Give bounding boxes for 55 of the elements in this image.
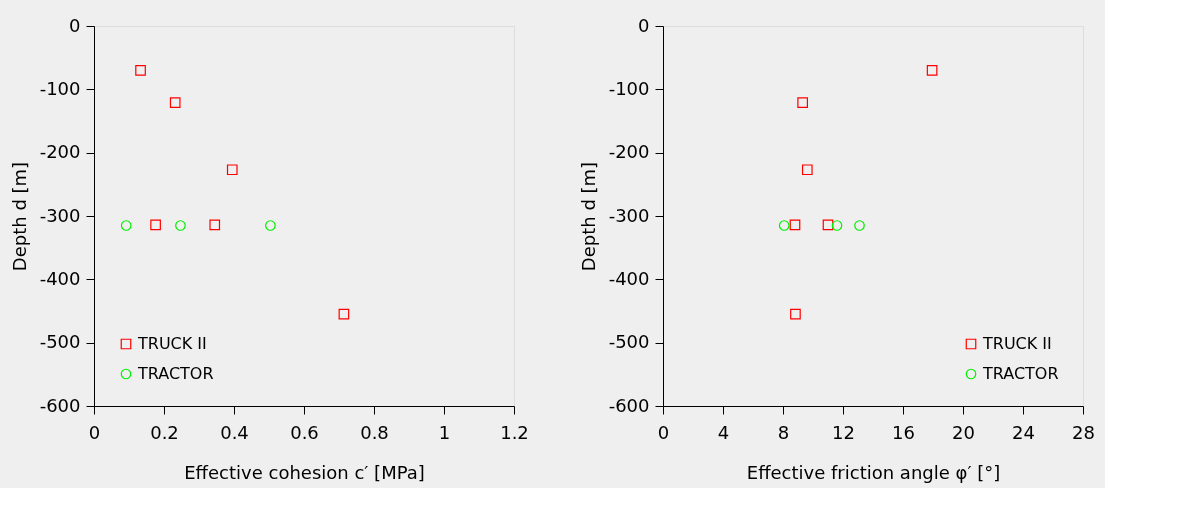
x-tick-label: 0.8 [360,421,389,443]
legend-label: TRACTOR [982,364,1059,383]
x-tick-label: 12 [832,421,855,443]
x-tick-label: 0.4 [220,421,249,443]
y-tick-label: 0 [638,14,650,36]
point [150,219,161,231]
point [789,219,801,231]
point [822,219,834,231]
y-tick-label: 0 [69,14,81,36]
x-axis-title: Effective cohesion c′ [MPa] [184,461,425,483]
y-tick-label: -600 [39,394,81,416]
point [338,308,350,320]
point [135,64,146,76]
point [854,220,865,231]
x-tick-label: 24 [1012,421,1035,443]
x-tick-label: 0 [88,421,101,443]
point [926,64,938,76]
x-tick-label: 8 [777,421,790,443]
x-tick-label: 0.6 [290,421,319,443]
point [797,97,808,108]
x-tick-label: 4 [717,421,730,443]
point [120,220,132,231]
point [209,219,221,231]
legend-label: TRUCK II [982,334,1052,353]
legend-label: TRUCK II [137,334,207,353]
x-tick-label: 1.2 [500,421,529,443]
point [169,97,181,108]
point [831,220,843,231]
y-tick-label: -400 [608,267,650,289]
point [778,220,790,231]
y-tick-label: -500 [608,331,650,353]
x-axis-title: Effective friction angle φ′ [°] [746,461,1001,483]
y-tick-label: -600 [608,394,650,416]
y-axis-title: Depth d [m] [577,161,599,272]
x-tick-label: 0 [657,421,670,443]
y-tick-label: -500 [39,331,81,353]
y-tick-label: -100 [608,77,650,99]
point [801,164,813,176]
y-axis-title: Depth d [m] [8,161,30,272]
x-tick-label: 28 [1072,421,1095,443]
y-tick-label: -200 [39,141,81,163]
point [265,220,276,231]
x-tick-label: 20 [952,421,975,443]
y-tick-label: -400 [39,267,81,289]
point [226,164,238,176]
point [175,220,186,231]
y-tick-label: -200 [608,141,650,163]
y-tick-label: -300 [39,204,81,226]
x-tick-label: 16 [892,421,915,443]
point [790,308,801,320]
legend-label: TRACTOR [137,364,214,383]
x-tick-label: 0.2 [150,421,179,443]
y-tick-label: -300 [608,204,650,226]
y-tick-label: -100 [39,77,81,99]
x-tick-label: 1 [438,421,451,443]
